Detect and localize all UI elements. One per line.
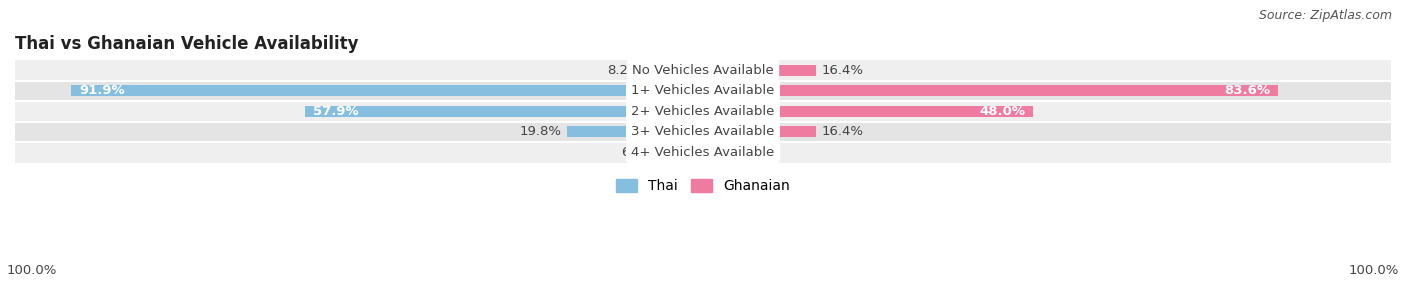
Text: 100.0%: 100.0% [1348, 265, 1399, 277]
Text: Source: ZipAtlas.com: Source: ZipAtlas.com [1258, 9, 1392, 21]
Text: 2+ Vehicles Available: 2+ Vehicles Available [631, 105, 775, 118]
Text: 91.9%: 91.9% [79, 84, 125, 97]
Text: 57.9%: 57.9% [314, 105, 359, 118]
Text: 16.4%: 16.4% [821, 64, 863, 77]
Text: 1+ Vehicles Available: 1+ Vehicles Available [631, 84, 775, 97]
Bar [703, 65, 815, 76]
Bar [15, 122, 1391, 142]
Text: 5.2%: 5.2% [744, 146, 778, 159]
Bar [703, 85, 1278, 96]
Bar [15, 60, 1391, 81]
Legend: Thai, Ghanaian: Thai, Ghanaian [610, 174, 796, 199]
Text: 48.0%: 48.0% [979, 105, 1025, 118]
Text: 8.2%: 8.2% [607, 64, 641, 77]
Bar [703, 106, 1033, 117]
Bar [661, 147, 703, 158]
Text: 16.4%: 16.4% [821, 125, 863, 138]
Text: No Vehicles Available: No Vehicles Available [633, 64, 773, 77]
Bar [703, 126, 815, 138]
Text: 6.2%: 6.2% [621, 146, 655, 159]
Text: 4+ Vehicles Available: 4+ Vehicles Available [631, 146, 775, 159]
Bar [15, 81, 1391, 101]
Bar [647, 65, 703, 76]
Bar [15, 142, 1391, 162]
Text: 83.6%: 83.6% [1223, 84, 1270, 97]
Bar [703, 147, 738, 158]
Bar [15, 101, 1391, 122]
Bar [305, 106, 703, 117]
Bar [70, 85, 703, 96]
Text: 100.0%: 100.0% [7, 265, 58, 277]
Text: 19.8%: 19.8% [519, 125, 561, 138]
Text: Thai vs Ghanaian Vehicle Availability: Thai vs Ghanaian Vehicle Availability [15, 35, 359, 53]
Text: 3+ Vehicles Available: 3+ Vehicles Available [631, 125, 775, 138]
Bar [567, 126, 703, 138]
